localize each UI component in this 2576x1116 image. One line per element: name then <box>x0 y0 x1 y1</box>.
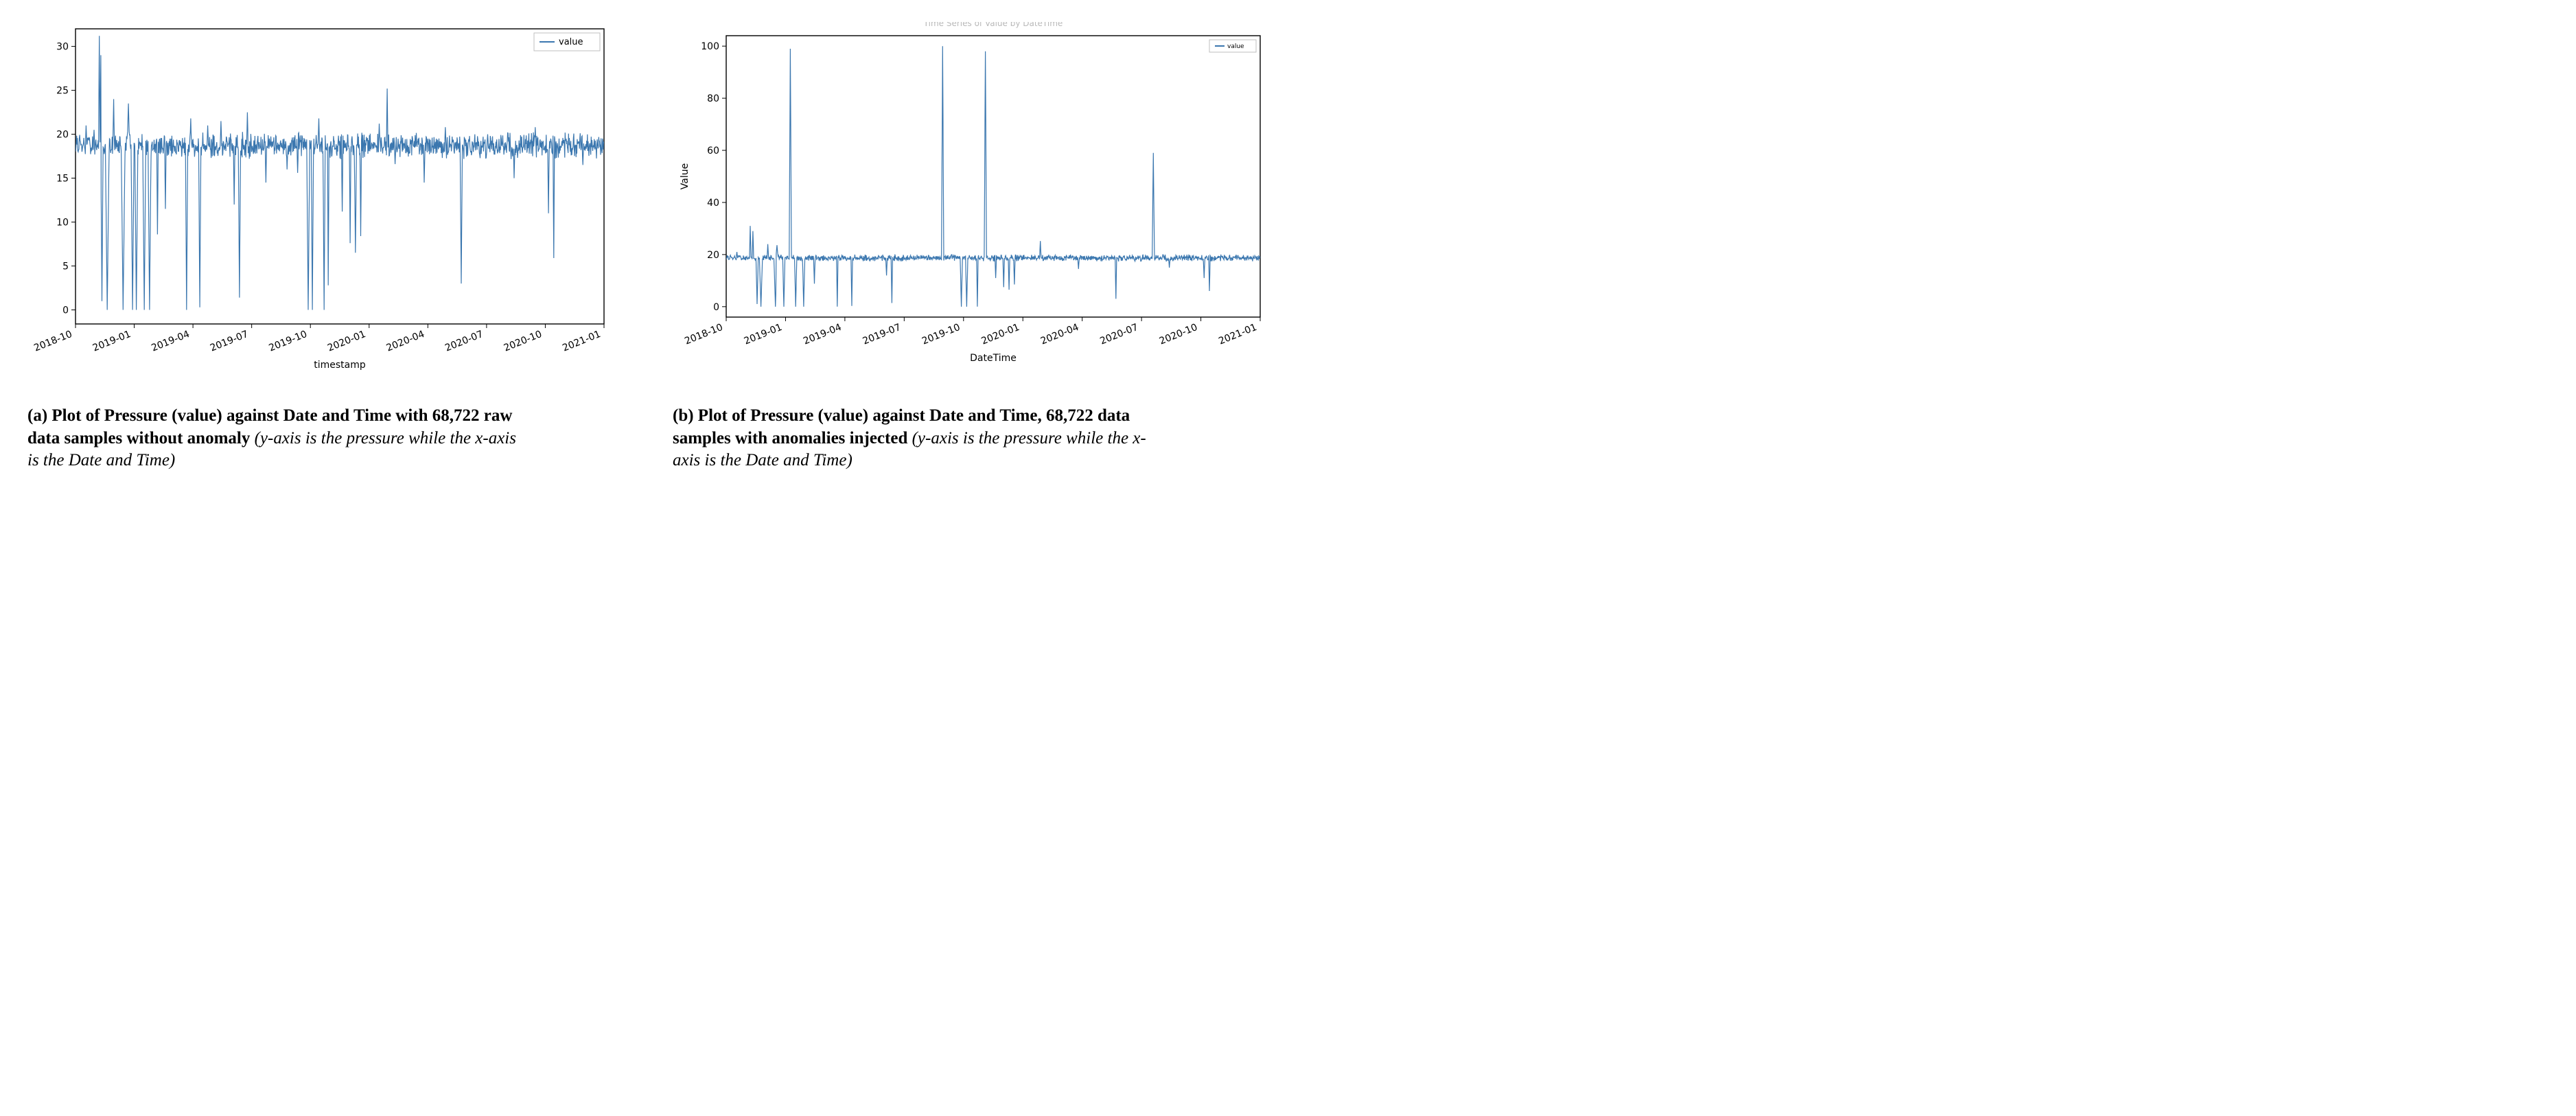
caption-a: (a) Plot of Pressure (value) against Dat… <box>27 405 522 472</box>
panel-a: 0510152025302018-102019-012019-042019-07… <box>27 16 618 472</box>
svg-text:20: 20 <box>707 250 719 261</box>
svg-text:0: 0 <box>62 305 69 316</box>
panel-b: Time Series of Value by DateTime02040608… <box>673 16 1277 472</box>
plot-b-wrap: Time Series of Value by DateTime02040608… <box>673 16 1277 387</box>
y-axis-label: Value <box>680 163 691 189</box>
svg-text:100: 100 <box>701 41 719 52</box>
plot-a-wrap: 0510152025302018-102019-012019-042019-07… <box>27 16 618 387</box>
axes-border <box>726 36 1260 317</box>
legend: value <box>534 33 600 51</box>
legend: value <box>1209 40 1256 52</box>
chart-a: 0510152025302018-102019-012019-042019-07… <box>27 16 618 387</box>
svg-text:25: 25 <box>56 86 69 97</box>
svg-text:15: 15 <box>56 174 69 185</box>
svg-text:5: 5 <box>62 261 69 272</box>
x-axis-label: DateTime <box>970 353 1017 364</box>
svg-text:value: value <box>559 37 583 47</box>
svg-text:30: 30 <box>56 42 69 53</box>
svg-text:40: 40 <box>707 198 719 209</box>
chart-b: Time Series of Value by DateTime02040608… <box>673 16 1277 387</box>
svg-text:value: value <box>1227 43 1244 50</box>
figure-row: 0510152025302018-102019-012019-042019-07… <box>27 16 2549 472</box>
x-axis-label: timestamp <box>314 360 366 371</box>
svg-text:0: 0 <box>713 302 719 313</box>
svg-text:10: 10 <box>56 218 69 229</box>
axes-border <box>76 29 604 324</box>
caption-b: (b) Plot of Pressure (value) against Dat… <box>673 405 1167 472</box>
svg-text:20: 20 <box>56 130 69 141</box>
svg-text:60: 60 <box>707 146 719 156</box>
svg-text:80: 80 <box>707 93 719 104</box>
